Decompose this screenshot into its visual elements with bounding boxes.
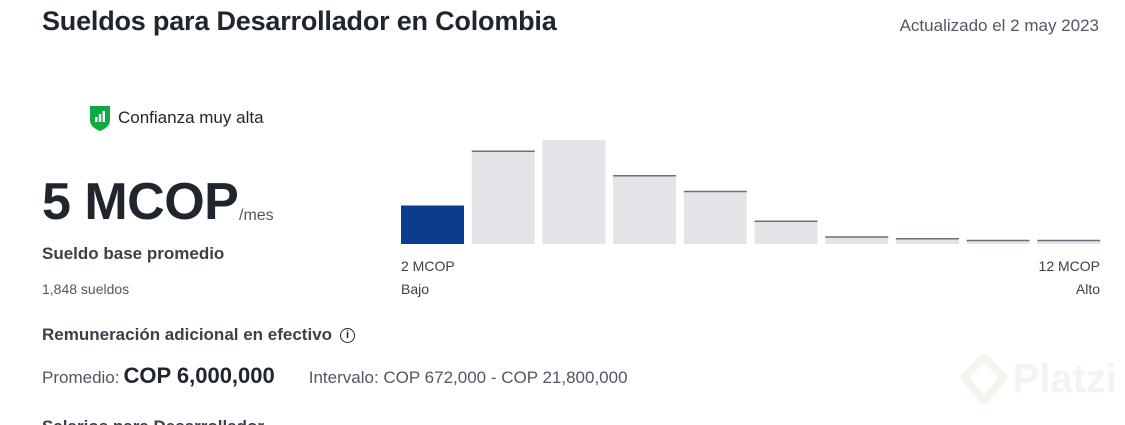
bar — [613, 175, 677, 244]
salary-unit: /mes — [239, 207, 274, 224]
bar-highlighted — [401, 205, 464, 244]
extra-pay-section-title: Remuneración adicional en efectivo i — [42, 325, 356, 345]
bar — [895, 238, 959, 244]
bar — [1037, 240, 1101, 244]
info-icon[interactable]: i — [340, 327, 356, 343]
average-value: COP 6,000,000 — [123, 363, 275, 388]
average-label: Promedio: — [42, 368, 120, 387]
salary-value: 5 MCOP — [42, 173, 239, 231]
bar — [542, 140, 606, 244]
low-label: Bajo — [401, 281, 430, 297]
bar — [683, 191, 747, 244]
extra-pay-summary: Promedio: COP 6,000,000 Intervalo: COP 6… — [42, 363, 628, 389]
range-text: Intervalo: COP 672,000 - COP 21,800,000 — [308, 368, 628, 387]
salary-distribution-chart — [401, 140, 1101, 244]
platzi-watermark: Platzi — [960, 354, 1117, 404]
shield-bar-chart-icon — [90, 106, 110, 131]
bar — [471, 151, 535, 244]
bar — [825, 237, 889, 244]
watermark-text: Platzi — [1012, 356, 1117, 401]
salary-count: 1,848 sueldos — [42, 281, 130, 297]
high-label: Alto — [1075, 281, 1100, 297]
bar — [966, 240, 1030, 244]
confidence-badge: Confianza muy alta — [88, 104, 264, 132]
salary-caption: Sueldo base promedio — [42, 244, 225, 263]
extra-pay-title: Remuneración adicional en efectivo — [42, 325, 333, 344]
x-min-label: 2 MCOP — [401, 258, 455, 274]
x-max-label: 12 MCOP — [1038, 258, 1100, 274]
bar — [754, 221, 818, 244]
updated-date: Actualizado el 2 may 2023 — [899, 16, 1099, 35]
page-title: Sueldos para Desarrollador en Colombia — [42, 6, 557, 36]
platzi-logo-icon — [960, 354, 1007, 404]
confidence-label: Confianza muy alta — [118, 108, 264, 127]
next-section-title: Salarios para Desarrollador — [42, 417, 264, 425]
